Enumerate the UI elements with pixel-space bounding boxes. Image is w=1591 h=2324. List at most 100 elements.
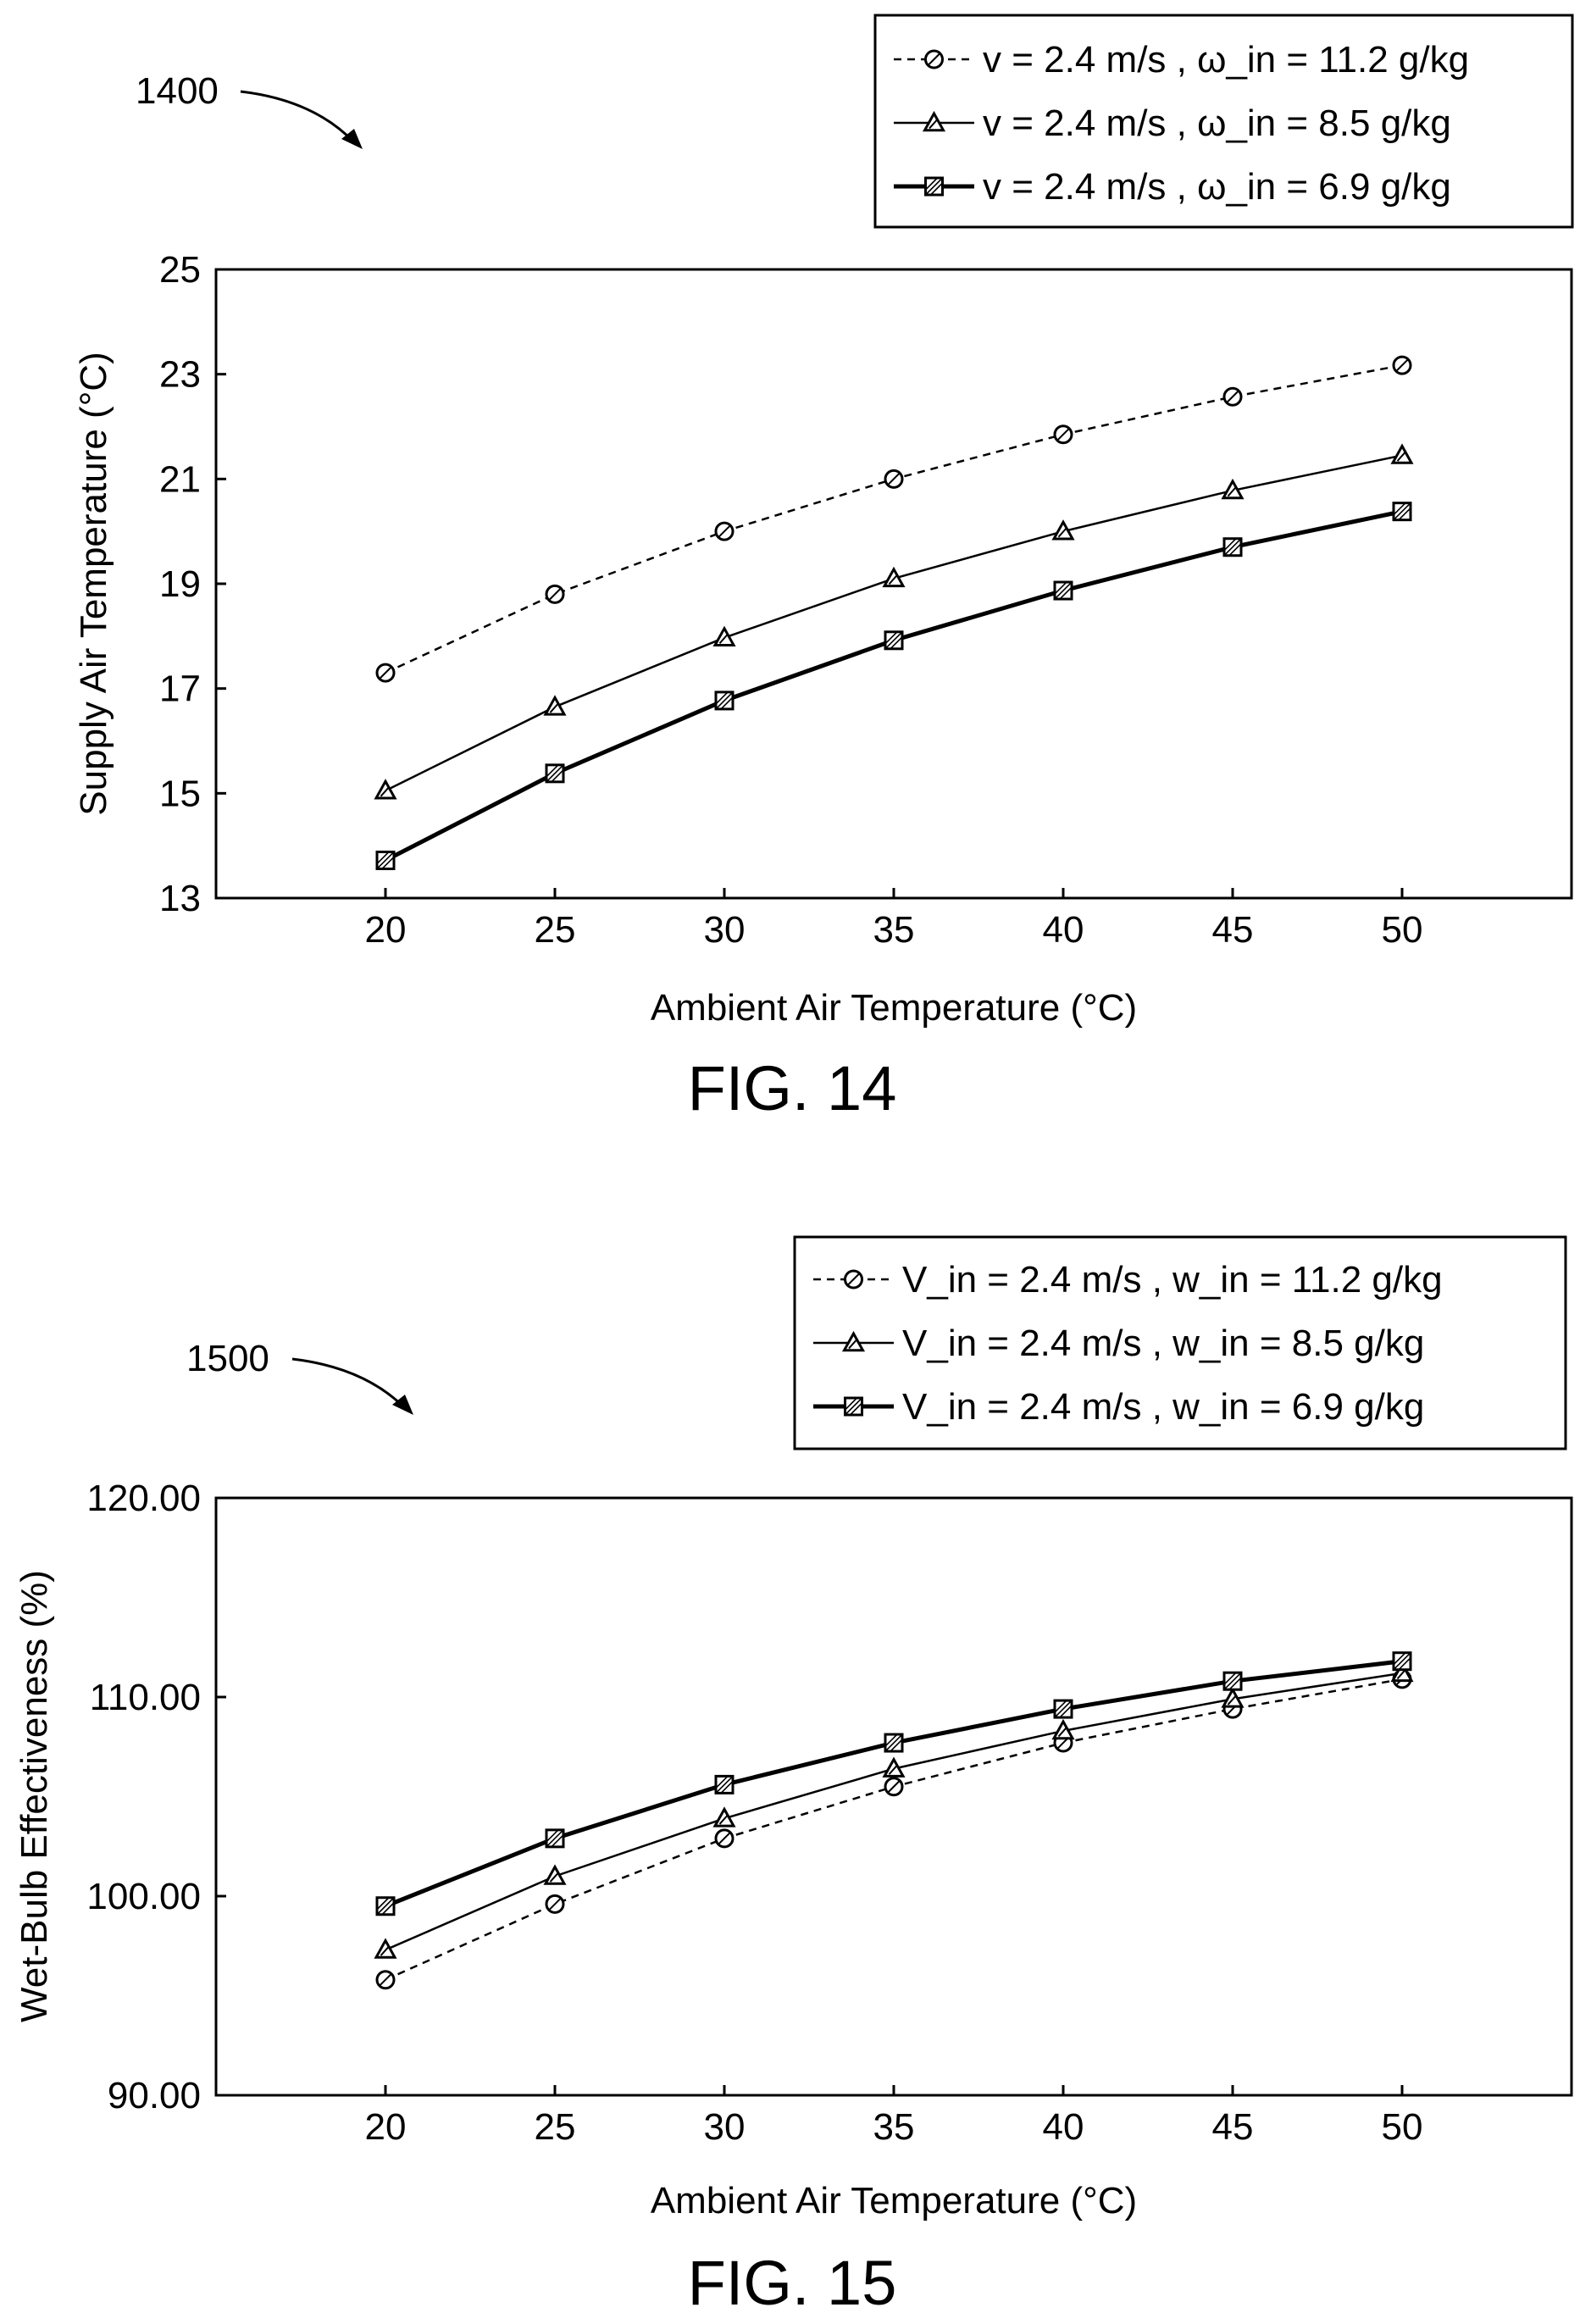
legend-2: V_in = 2.4 m/s , w_in = 11.2 g/kg V_in = … (793, 1235, 1567, 1450)
data-point-3-hatch (1393, 1652, 1411, 1671)
data-point-3-hatch (546, 1829, 564, 1848)
data-point-1-hatch (379, 1972, 392, 1987)
data-point-2 (882, 1756, 906, 1778)
x-tick-label: 25 (535, 909, 576, 951)
data-point-3-hatch (1223, 1672, 1242, 1690)
data-point-3-hatch (1228, 543, 1242, 557)
caption-fig14: FIG. 14 (688, 1053, 897, 1123)
series-line-2 (385, 454, 1403, 792)
figure-14: 1400 v = 2.4 m/s , ω_in = 11.2 g/kg v = 2… (73, 14, 1574, 1123)
y-tick-label: 23 (159, 354, 201, 396)
legend-marker-2 (922, 110, 946, 132)
y-tick-label: 21 (159, 458, 201, 500)
x-tick-label: 50 (1382, 909, 1423, 951)
data-point-3-hatch (1059, 1705, 1073, 1718)
x-tick-label: 35 (873, 909, 915, 951)
legend-label-3: V_in = 2.4 m/s , w_in = 6.9 g/kg (902, 1386, 1424, 1428)
legend-marker-3-hatch (849, 1402, 863, 1416)
legend-marker-3-hatch (844, 1397, 863, 1416)
legend-marker-3-hatch (929, 182, 944, 196)
ref-arrow-1400 (240, 90, 356, 144)
legend-marker-2 (841, 1330, 866, 1352)
data-point-3-hatch (1228, 1677, 1242, 1690)
data-point-3-hatch (715, 1775, 729, 1789)
data-point-2 (543, 1864, 567, 1885)
data-point-3-hatch (546, 764, 559, 778)
data-point-1-hatch (1056, 428, 1070, 441)
data-point-2-hatch (1057, 1727, 1067, 1738)
ref-arrowhead-1500 (392, 1395, 413, 1415)
y-tick-label: 120.00 (86, 1478, 201, 1519)
data-point-3-hatch (376, 1897, 390, 1911)
legend-label-1: V_in = 2.4 m/s , w_in = 11.2 g/kg (902, 1259, 1443, 1301)
x-tick-label: 40 (1043, 909, 1084, 951)
series-line-3 (384, 509, 1403, 862)
data-point-3-hatch (381, 856, 395, 870)
data-point-3-hatch (376, 851, 395, 870)
legend-label-2: V_in = 2.4 m/s , w_in = 8.5 g/kg (902, 1323, 1424, 1364)
y-tick-label: 100.00 (86, 1876, 201, 1917)
x-tick-label: 20 (365, 2106, 407, 2148)
y-tick-label: 17 (159, 668, 201, 710)
data-point-3-hatch (381, 1902, 395, 1916)
data-point-2 (1221, 478, 1245, 500)
data-point-3-hatch (890, 1739, 903, 1752)
caption-fig15: FIG. 15 (688, 2248, 897, 2318)
data-point-3-hatch (1393, 502, 1411, 521)
x-tick-label: 30 (704, 2106, 746, 2148)
x-tick-label: 50 (1382, 2106, 1423, 2148)
legend-1-box (873, 14, 1574, 229)
data-point-2 (543, 695, 567, 716)
y-tick-label: 13 (159, 878, 201, 919)
data-point-2 (374, 1938, 397, 1959)
data-point-2 (1390, 443, 1414, 464)
legend-label-1: v = 2.4 m/s , ω_in = 11.2 g/kg (983, 39, 1469, 80)
legend-marker-3-hatch (924, 177, 939, 191)
data-point-3-hatch (376, 851, 390, 865)
data-point-2-hatch (1057, 528, 1067, 538)
y-axis-label-fig15: Wet-Bulb Effectiveness (%) (14, 1570, 55, 2022)
data-point-1-hatch (548, 587, 562, 602)
data-point-3-hatch (1223, 1672, 1237, 1685)
chart-fig14: 20 25 30 35 40 45 50 13 15 17 19 21 23 25 (159, 249, 1573, 951)
data-point-2-hatch (1227, 1695, 1237, 1706)
data-point-3-hatch (551, 769, 564, 783)
data-point-3-hatch (884, 631, 903, 650)
x-tick-label: 40 (1043, 2106, 1084, 2148)
data-point-1-hatch (1226, 390, 1239, 403)
figure-15: 1500 V_in = 2.4 m/s , w_in = 11.2 g/kgV_… (14, 1235, 1573, 2318)
x-tick-label: 45 (1212, 909, 1254, 951)
legend-label-3: v = 2.4 m/s , ω_in = 6.9 g/kg (983, 166, 1451, 208)
data-point-3-hatch (715, 1775, 734, 1794)
legend-marker-3-hatch (844, 1397, 858, 1411)
x-tick-label: 30 (704, 909, 746, 951)
y-tick-label: 90.00 (108, 2075, 201, 2116)
data-point-2-hatch (888, 1765, 898, 1775)
ref-arrowhead-1400 (341, 129, 363, 149)
data-point-3-hatch (1054, 581, 1073, 600)
data-point-3-hatch (715, 691, 729, 705)
y-tick-label: 110.00 (90, 1677, 201, 1718)
data-point-3-hatch (890, 636, 903, 650)
data-point-3-hatch (1398, 1657, 1411, 1671)
data-point-3-hatch (546, 1829, 559, 1843)
data-point-2-hatch (549, 1872, 559, 1883)
legend-marker-2-hatch (929, 119, 938, 130)
data-point-3-hatch (1223, 538, 1242, 557)
legend-marker-1-hatch (927, 53, 941, 66)
ref-label-1400: 1400 (136, 70, 219, 112)
legend-marker-1-hatch (846, 1273, 861, 1286)
x-axis-label-fig15: Ambient Air Temperature (°C) (651, 2180, 1137, 2221)
x-tick-label: 20 (365, 909, 407, 951)
legend-2-box (793, 1235, 1567, 1450)
series-line-1 (385, 1678, 1403, 1981)
data-point-2 (1051, 1718, 1075, 1740)
data-point-3-hatch (715, 691, 734, 710)
data-point-3-hatch (1393, 502, 1406, 516)
ref-label-1500: 1500 (186, 1338, 269, 1379)
data-point-3-hatch (1393, 1652, 1406, 1666)
legend-marker-2-hatch (848, 1339, 857, 1350)
data-point-2-hatch (888, 574, 898, 585)
data-point-3-hatch (376, 1897, 395, 1916)
